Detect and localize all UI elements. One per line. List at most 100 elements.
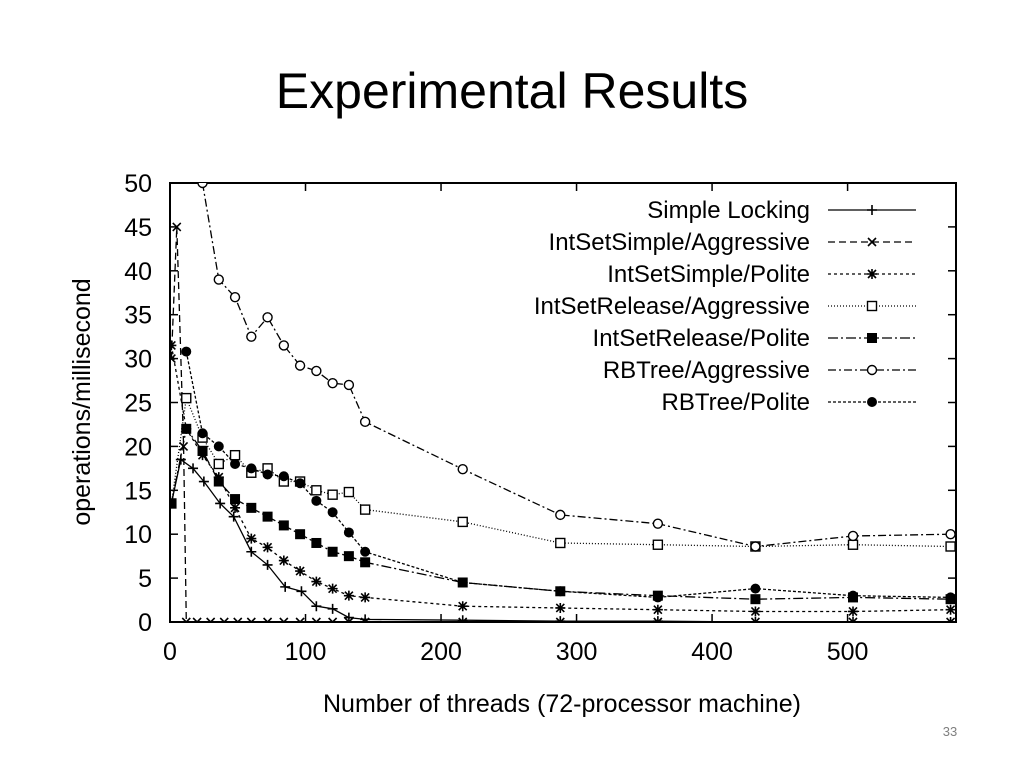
marker-x <box>172 222 182 232</box>
marker-star <box>360 592 371 603</box>
marker-square-filled <box>360 557 371 568</box>
data-point <box>750 594 761 605</box>
marker-x <box>311 617 321 622</box>
legend-marker <box>867 237 877 247</box>
data-point <box>847 530 859 542</box>
data-point <box>945 541 956 552</box>
data-point <box>263 617 273 622</box>
marker-square-filled <box>262 511 273 522</box>
data-point <box>343 527 354 538</box>
marker-x <box>233 617 243 622</box>
marker-square-open <box>457 516 468 528</box>
marker-square-filled <box>343 551 354 562</box>
data-point <box>750 583 761 594</box>
data-point <box>457 601 468 612</box>
data-point <box>213 458 224 470</box>
data-point <box>311 365 322 377</box>
data-point <box>311 495 322 506</box>
marker-square-open <box>213 458 224 470</box>
data-point <box>327 583 338 594</box>
data-point <box>213 441 224 452</box>
data-point <box>262 312 273 323</box>
y-tick-label: 40 <box>124 258 152 286</box>
y-tick-label: 5 <box>138 565 152 593</box>
marker-plus <box>228 511 239 522</box>
x-tick-label: 100 <box>285 638 327 666</box>
marker-square-filled <box>246 502 257 513</box>
data-point <box>328 617 338 622</box>
y-tick-label: 45 <box>124 214 152 242</box>
data-point <box>295 478 306 489</box>
marker-square-filled <box>213 476 224 487</box>
legend-label: IntSetSimple/Aggressive <box>549 229 810 256</box>
data-point <box>181 617 191 622</box>
data-point <box>555 602 566 613</box>
marker-circle-filled <box>457 577 468 588</box>
data-point <box>555 617 565 622</box>
marker-star <box>170 340 177 351</box>
series-rbtree-aggressive <box>197 183 956 552</box>
data-point <box>197 183 208 189</box>
data-point <box>652 604 663 615</box>
data-point <box>230 458 241 469</box>
marker-star <box>750 606 761 617</box>
marker-plus <box>848 617 859 622</box>
marker-plus <box>215 498 226 509</box>
data-point <box>343 551 354 562</box>
data-point <box>246 533 257 544</box>
marker-circle-open <box>945 529 956 540</box>
marker-circle-filled <box>848 590 859 601</box>
marker-plus <box>945 617 956 622</box>
marker-square-filled <box>750 594 761 605</box>
marker-circle-filled <box>327 507 338 518</box>
marker-circle-open <box>750 541 761 552</box>
legend-entry: RBTree/Polite <box>662 389 916 416</box>
marker-circle-filled <box>311 495 322 506</box>
data-point <box>652 518 664 529</box>
data-point <box>848 617 859 622</box>
legend-entry: IntSetRelease/Aggressive <box>534 293 916 320</box>
marker-circle-open <box>294 360 306 371</box>
data-point <box>197 445 208 456</box>
data-point <box>555 537 566 549</box>
marker-circle-open <box>327 377 338 389</box>
data-point <box>311 617 321 622</box>
slide-title: Experimental Results <box>275 63 749 119</box>
series-rbtree-polite <box>181 346 956 603</box>
data-point <box>206 617 216 622</box>
marker-circle-filled <box>197 428 208 439</box>
marker-square-filled <box>327 546 338 557</box>
data-point <box>945 592 956 603</box>
data-point <box>296 586 307 597</box>
data-point <box>278 471 289 482</box>
data-point <box>327 377 338 389</box>
data-point <box>278 340 290 351</box>
data-point <box>343 486 355 498</box>
data-point <box>230 494 241 505</box>
data-point <box>229 449 241 461</box>
series-simple-locking <box>170 454 956 622</box>
marker-x <box>295 617 305 622</box>
series-line <box>201 183 951 548</box>
data-point <box>457 615 468 622</box>
data-point <box>246 617 256 622</box>
data-point <box>847 539 859 550</box>
marker-x <box>458 617 468 622</box>
marker-circle-open <box>278 340 290 351</box>
data-point <box>228 511 239 522</box>
marker-circle-open <box>311 365 322 377</box>
data-point <box>945 617 956 622</box>
marker-star <box>295 566 306 577</box>
data-point <box>278 555 289 566</box>
series-line <box>170 226 951 622</box>
marker-star <box>343 590 354 601</box>
y-tick-label: 20 <box>124 433 152 461</box>
marker-circle-open <box>847 530 859 542</box>
marker-plus <box>457 615 468 622</box>
legend: Simple Locking IntSetSimple/Aggressive Int… <box>534 197 916 416</box>
marker-circle-filled <box>652 592 663 603</box>
marker-circle-filled <box>343 527 354 538</box>
marker-x <box>653 617 663 622</box>
data-point <box>945 604 956 615</box>
